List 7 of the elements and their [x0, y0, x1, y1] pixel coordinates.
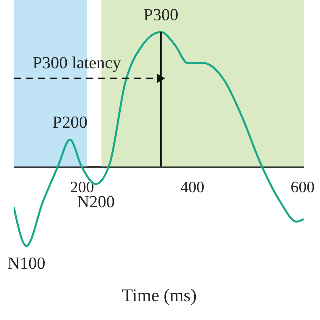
annotation: N100	[8, 254, 46, 274]
annotation: P200	[52, 112, 88, 132]
annotation: P300	[144, 5, 179, 24]
x-axis-title: Time (ms)	[122, 285, 197, 306]
x-tick-label: 400	[180, 179, 205, 196]
ref-line-label: P300 latency	[32, 54, 122, 73]
x-tick-label: 600	[290, 179, 315, 196]
